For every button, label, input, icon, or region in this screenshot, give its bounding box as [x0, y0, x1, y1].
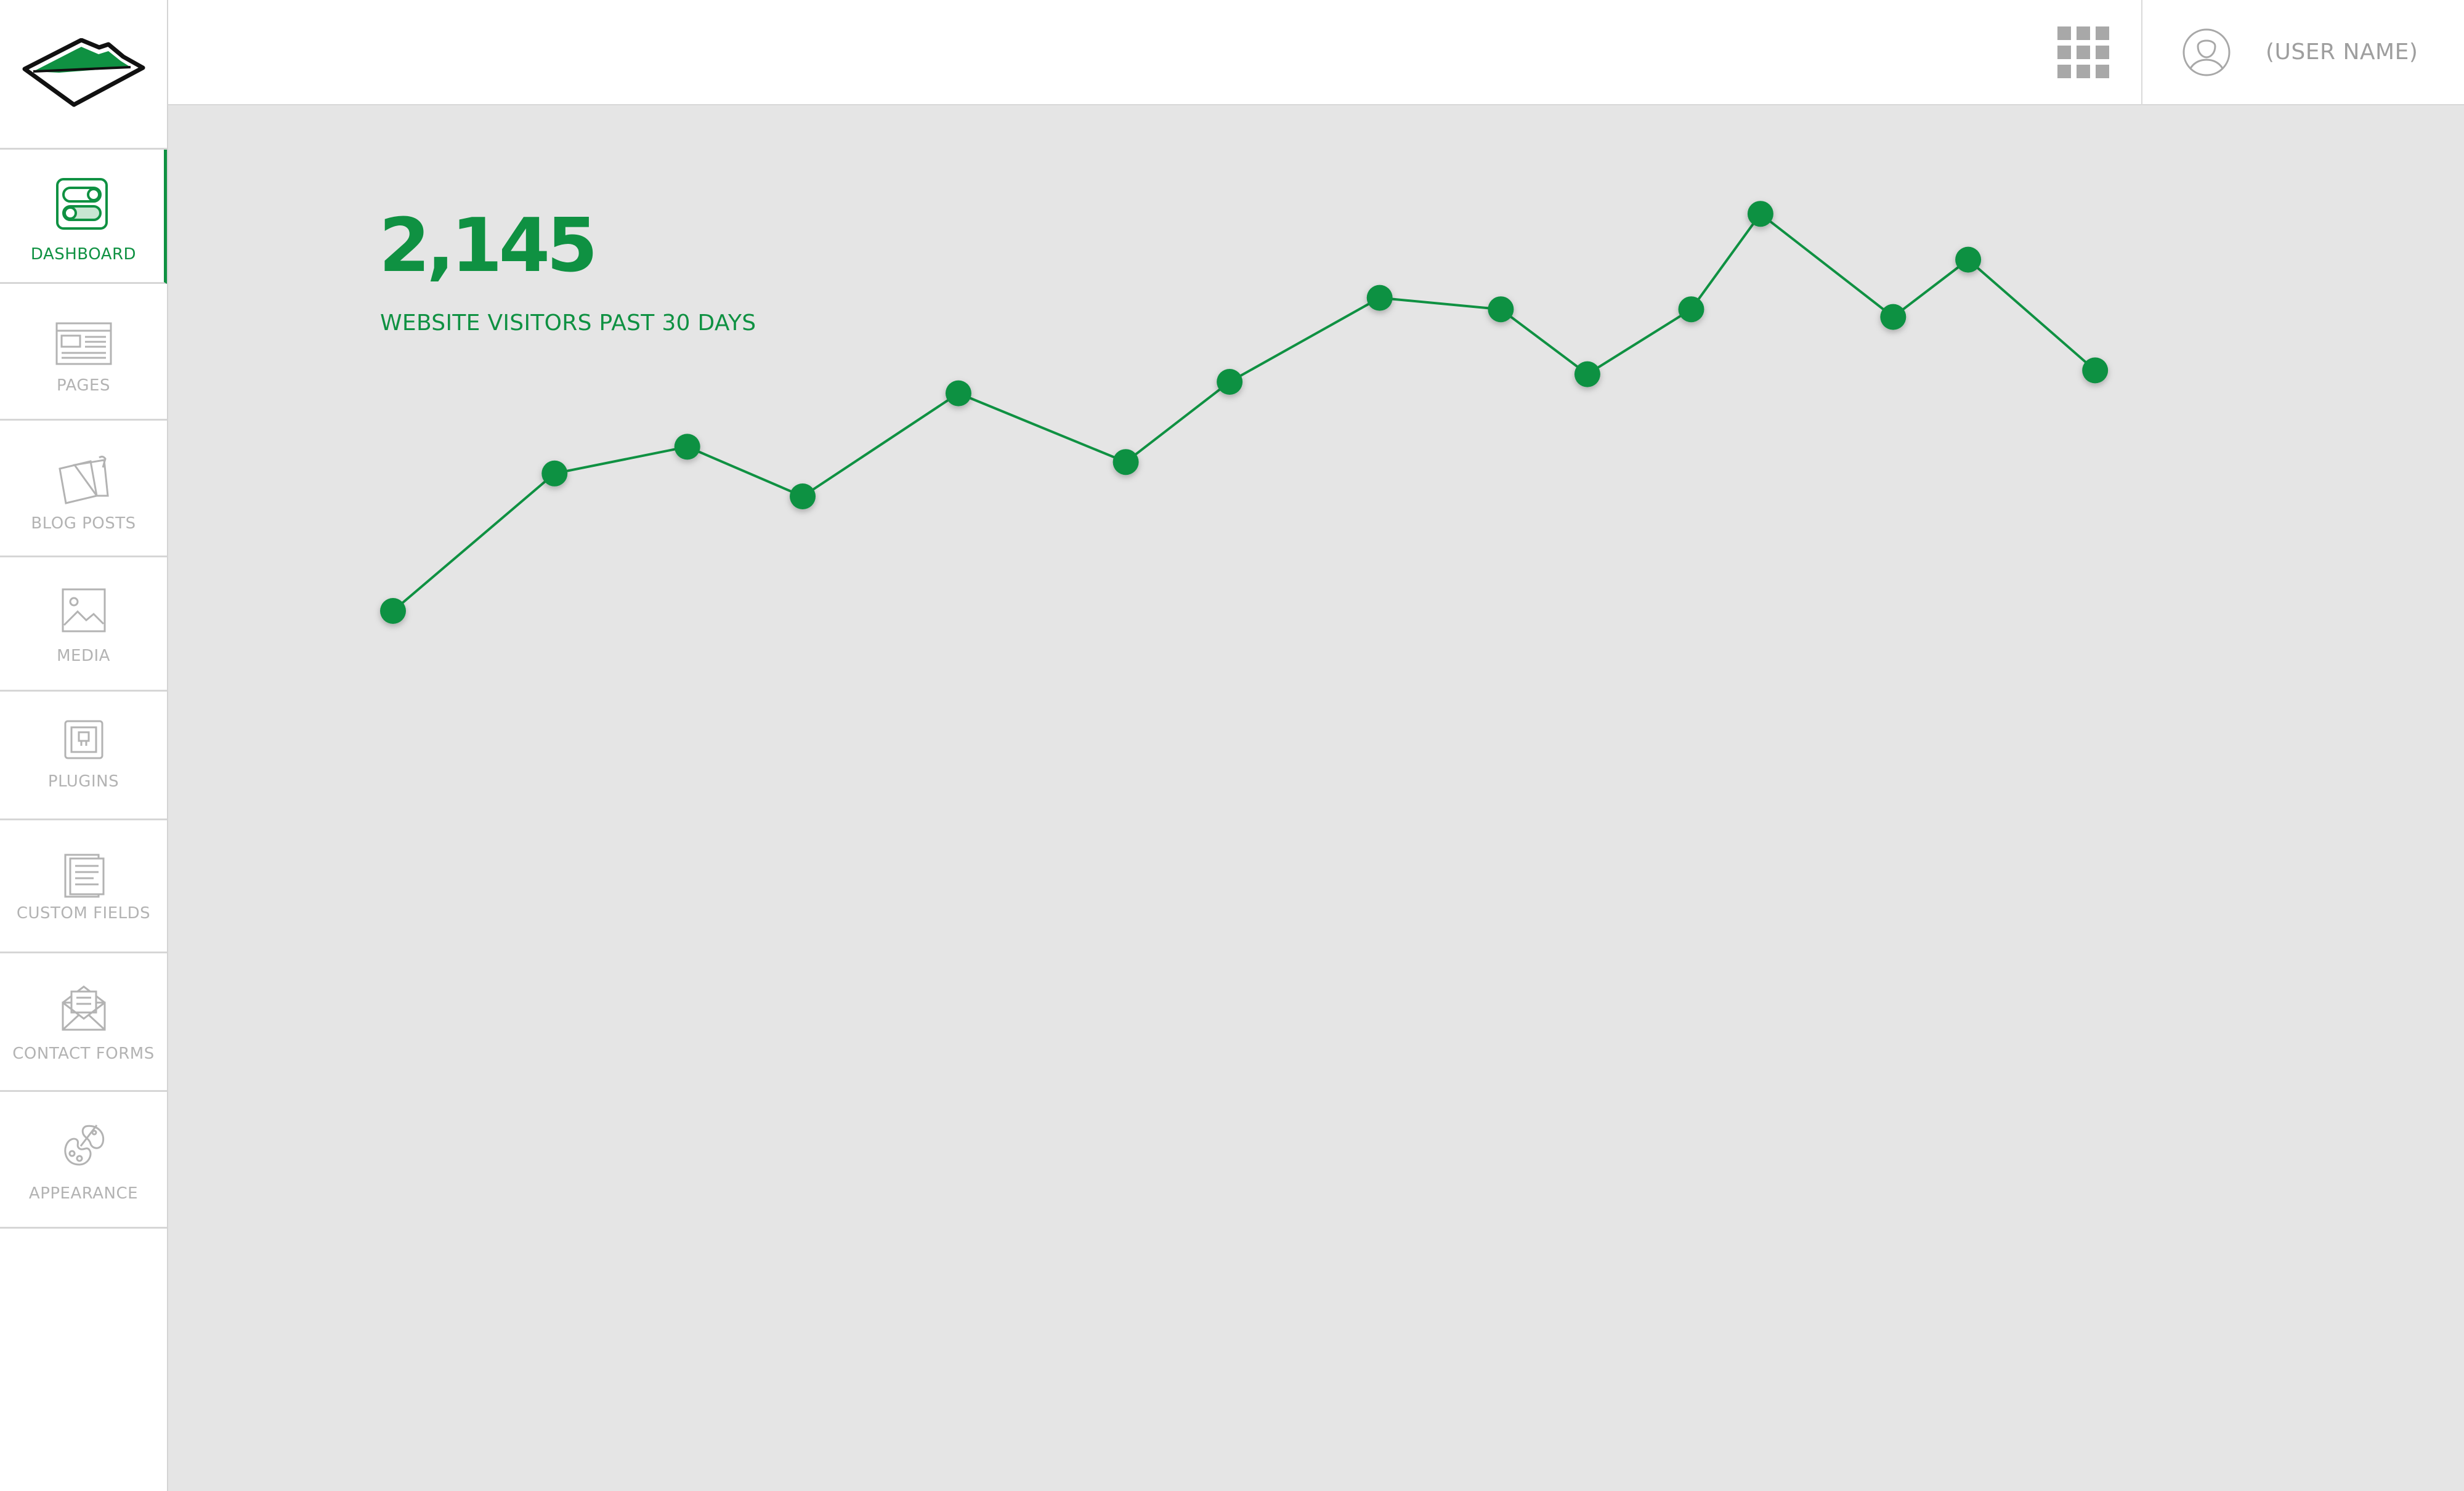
chart-data-point: [1488, 296, 1514, 323]
sidebar-item-label: BLOG POSTS: [31, 514, 136, 533]
blog-posts-icon: [58, 455, 109, 504]
user-name[interactable]: (USER NAME): [2266, 39, 2418, 65]
sidebar-item-label: CUSTOM FIELDS: [16, 904, 151, 923]
document-icon: [64, 854, 104, 898]
sidebar-item-blog-posts[interactable]: BLOG POSTS: [0, 421, 167, 557]
sidebar-item-appearance[interactable]: APPEARANCE: [0, 1092, 167, 1229]
image-icon: [62, 588, 105, 632]
sidebar-item-custom-fields[interactable]: CUSTOM FIELDS: [0, 820, 167, 953]
sidebar-item-plugins[interactable]: PLUGINS: [0, 692, 167, 820]
sidebar-item-label: DASHBOARD: [30, 245, 137, 264]
brand-logo-icon: [22, 38, 145, 107]
chart-line-segment: [801, 392, 960, 498]
chart-line-segment: [1892, 259, 1969, 318]
visitor-count: 2,145: [379, 203, 598, 289]
sidebar-item-label: APPEARANCE: [28, 1184, 139, 1203]
chart-data-point: [674, 434, 700, 460]
chart-data-point: [1574, 361, 1600, 387]
chart-line-segment: [1759, 212, 1894, 318]
palette-icon: [63, 1125, 104, 1166]
chart-data-point: [1747, 201, 1773, 227]
pages-icon: [55, 322, 111, 365]
visitor-caption: WEBSITE VISITORS PAST 30 DAYS: [380, 310, 756, 336]
sidebar-item-label: CONTACT FORMS: [12, 1045, 155, 1063]
chart-line-segment: [686, 445, 803, 498]
chart-line-segment: [958, 392, 1127, 464]
sidebar-item-label: PLUGINS: [47, 772, 120, 791]
sidebar-item-label: PAGES: [57, 376, 110, 395]
top-bar-divider: [2141, 0, 2142, 105]
top-bar: [168, 0, 2464, 105]
chart-data-point: [1217, 369, 1243, 395]
sidebar-item-label: MEDIA: [57, 647, 110, 665]
sidebar: DASHBOARD PAGES BLOG POSTS MED: [0, 0, 168, 1491]
chart-line-segment: [1229, 296, 1380, 383]
chart-line-segment: [1586, 308, 1692, 376]
sidebar-item-pages[interactable]: PAGES: [0, 284, 167, 421]
sidebar-item-contact-forms[interactable]: CONTACT FORMS: [0, 953, 167, 1092]
chart-data-point: [1112, 449, 1139, 475]
chart-line-segment: [1500, 308, 1589, 376]
chart-data-point: [1880, 304, 1907, 330]
chart-data-point: [1678, 296, 1704, 323]
chart-data-point: [1955, 246, 1982, 273]
chart-data-point: [380, 598, 406, 624]
chart-data-point: [541, 460, 568, 487]
chart-line-segment: [554, 445, 688, 475]
chart-data-point: [945, 380, 971, 406]
brand-logo[interactable]: [0, 0, 167, 150]
chart-line-segment: [392, 472, 556, 612]
chart-line-segment: [1967, 259, 2096, 371]
dashboard-toggle-icon: [56, 178, 108, 230]
user-avatar-icon[interactable]: [2182, 28, 2231, 77]
sidebar-item-media[interactable]: MEDIA: [0, 557, 167, 692]
plugin-icon: [64, 720, 103, 759]
chart-data-point: [790, 483, 816, 509]
chart-line-segment: [1125, 381, 1231, 463]
chart-line-segment: [1379, 296, 1501, 311]
sidebar-item-dashboard[interactable]: DASHBOARD: [0, 150, 167, 284]
grid-icon[interactable]: [2057, 26, 2109, 78]
chart-data-point: [2082, 357, 2109, 384]
envelope-icon: [62, 985, 105, 1031]
chart-data-point: [1366, 285, 1393, 311]
chart-line-segment: [1690, 213, 1762, 310]
